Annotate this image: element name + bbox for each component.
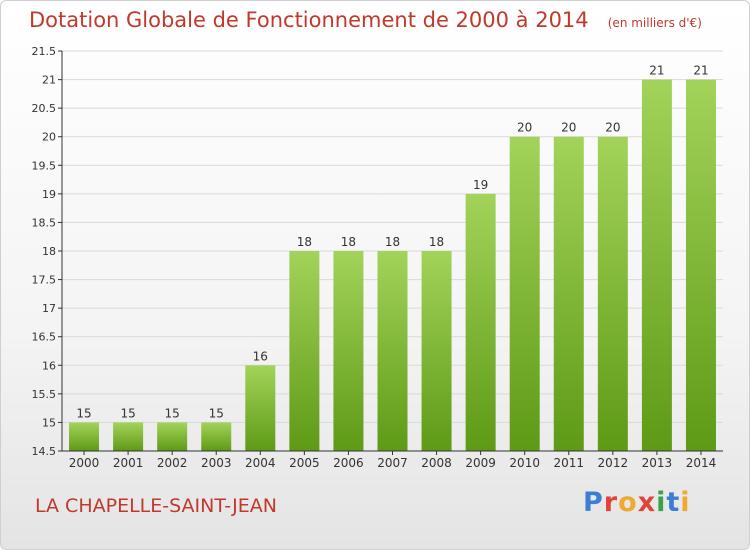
value-label: 15 <box>209 406 224 420</box>
x-tick-label: 2008 <box>421 456 452 470</box>
bar-2005 <box>289 251 320 451</box>
logo-letter: i <box>656 487 667 518</box>
logo-letter: r <box>603 487 619 518</box>
x-tick-label: 2010 <box>509 456 540 470</box>
bar-2006 <box>333 251 364 451</box>
value-label: 16 <box>253 349 268 363</box>
logo-letter: t <box>666 487 681 518</box>
chart-unit: (en milliers d'€) <box>607 16 702 30</box>
bar-2008 <box>421 251 452 451</box>
logo-letter: x <box>637 487 657 518</box>
value-label: 18 <box>429 235 444 249</box>
value-label: 21 <box>693 64 708 78</box>
x-tick-label: 2001 <box>113 456 144 470</box>
chart-title: Dotation Globale de Fonctionnement de 20… <box>29 8 589 32</box>
y-tick-label: 18 <box>42 245 56 258</box>
value-label: 18 <box>297 235 312 249</box>
bar-2000 <box>69 422 100 451</box>
bar-2002 <box>157 422 188 451</box>
y-tick-label: 20.5 <box>32 102 57 115</box>
bar-2013 <box>641 79 672 452</box>
value-label: 21 <box>649 64 664 78</box>
x-tick-label: 2005 <box>289 456 320 470</box>
y-tick-label: 16 <box>42 359 56 372</box>
y-tick-label: 14.5 <box>32 445 57 458</box>
logo-letter: i <box>680 487 691 518</box>
x-tick-label: 2007 <box>377 456 408 470</box>
x-tick-label: 2012 <box>598 456 629 470</box>
bar-2001 <box>113 422 144 451</box>
value-label: 15 <box>120 406 135 420</box>
y-tick-label: 16.5 <box>32 331 57 344</box>
y-tick-label: 17.5 <box>32 274 57 287</box>
y-tick-label: 20 <box>42 131 56 144</box>
bar-2009 <box>465 193 496 451</box>
x-tick-label: 2000 <box>69 456 100 470</box>
commune-name: LA CHAPELLE-SAINT-JEAN <box>35 495 277 517</box>
y-tick-label: 19 <box>42 188 56 201</box>
bar-2010 <box>509 136 540 451</box>
y-tick-label: 21 <box>42 74 56 87</box>
y-tick-label: 15 <box>42 416 56 429</box>
value-label: 15 <box>165 406 180 420</box>
x-tick-label: 2004 <box>245 456 276 470</box>
y-tick-label: 15.5 <box>32 388 57 401</box>
bar-2014 <box>685 79 716 452</box>
value-label: 20 <box>517 121 532 135</box>
bar-2004 <box>245 365 276 451</box>
x-tick-label: 2009 <box>465 456 496 470</box>
x-tick-label: 2006 <box>333 456 364 470</box>
y-tick-label: 18.5 <box>32 216 57 229</box>
title-row: Dotation Globale de Fonctionnement de 20… <box>29 8 702 32</box>
value-label: 18 <box>341 235 356 249</box>
bar-2011 <box>553 136 584 451</box>
x-tick-label: 2013 <box>642 456 673 470</box>
x-tick-label: 2014 <box>686 456 717 470</box>
x-tick-label: 2003 <box>201 456 232 470</box>
bar-2003 <box>201 422 232 451</box>
y-tick-label: 19.5 <box>32 159 57 172</box>
logo-letter: P <box>583 487 604 518</box>
value-label: 20 <box>561 121 576 135</box>
axes: 14.5 15 15.5 16 16.5 17 17.5 18 18.5 19 19.5 20 20.5… <box>32 45 723 470</box>
y-tick-label: 17 <box>42 302 56 315</box>
logo-letter: o <box>618 487 638 518</box>
proxiti-logo[interactable]: Proxiti <box>583 487 691 518</box>
x-tick-label: 2011 <box>553 456 584 470</box>
value-label: 19 <box>473 178 488 192</box>
x-tick-label: 2002 <box>157 456 188 470</box>
bars: 15 15 15 15 16 18 18 18 18 19 20 20 20 21 21 <box>69 64 716 452</box>
value-label: 18 <box>385 235 400 249</box>
value-label: 20 <box>605 121 620 135</box>
bar-2007 <box>377 251 408 451</box>
bar-2012 <box>597 136 628 451</box>
y-tick-label: 21.5 <box>32 45 57 58</box>
value-label: 15 <box>76 406 91 420</box>
